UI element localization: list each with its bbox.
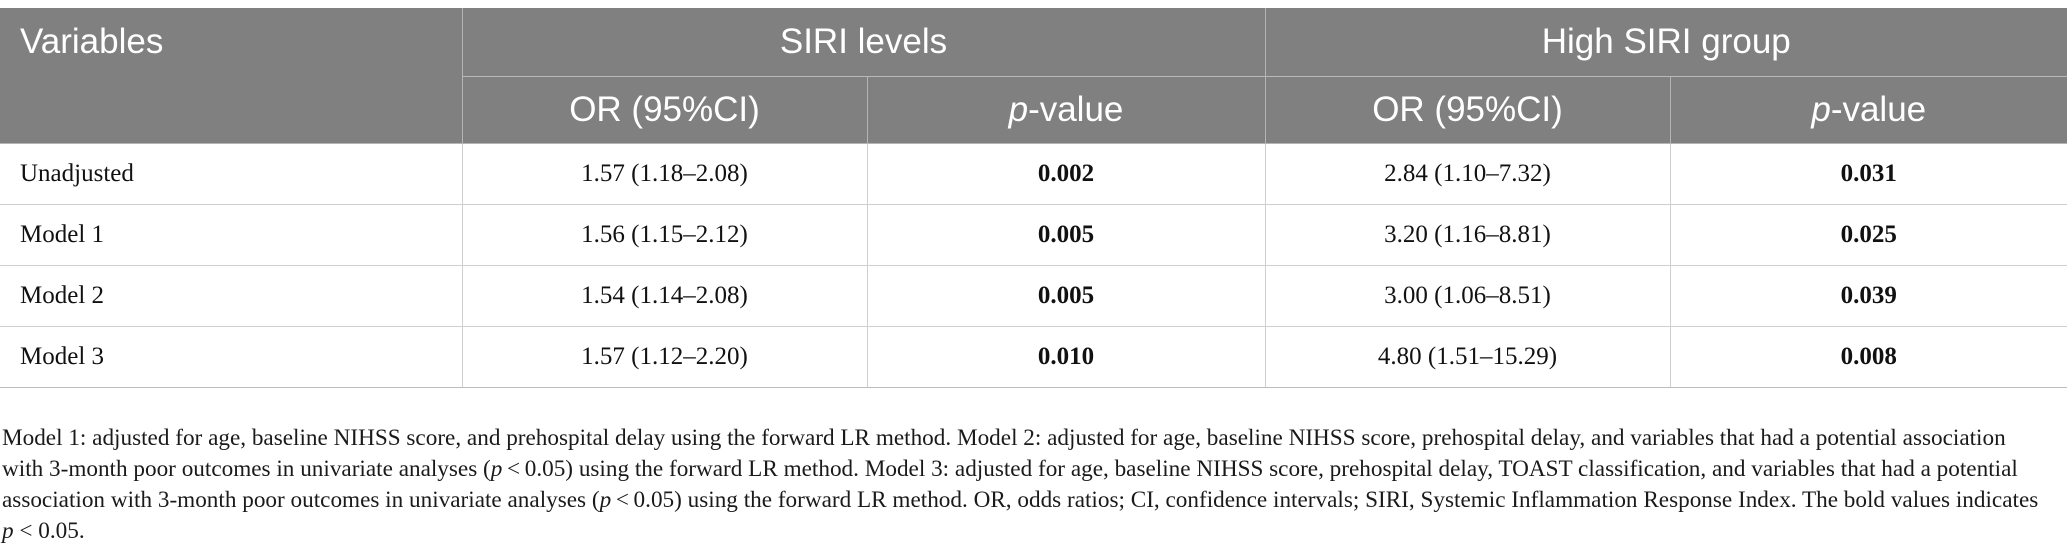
high-or-cell: 4.80 (1.51–15.29) [1264,326,1670,388]
high-p-cell: 0.031 [1669,143,2067,205]
results-table-container: Variables SIRI levels High SIRI group OR… [0,8,2067,388]
siri-or-cell: 1.54 (1.14–2.08) [461,265,867,327]
high-siri-group-header: High SIRI group [1264,8,2067,77]
table-row: Model 1 1.56 (1.15–2.12) 0.005 3.20 (1.1… [0,204,2067,266]
p-symbol: p [2,518,14,545]
high-or-cell: 3.20 (1.16–8.81) [1264,204,1670,266]
high-or-cell: 2.84 (1.10–7.32) [1264,143,1670,205]
siri-levels-header: SIRI levels [461,8,1265,77]
footnote-text: < 0.05) using the forward LR method. OR,… [611,487,2039,514]
table-header: Variables SIRI levels High SIRI group OR… [0,8,2067,144]
siri-p-cell: 0.010 [866,326,1265,388]
high-or-cell: 3.00 (1.06–8.51) [1264,265,1670,327]
high-p-cell: 0.008 [1669,326,2067,388]
siri-p-cell: 0.002 [866,143,1265,205]
siri-or-cell: 1.56 (1.15–2.12) [461,204,867,266]
table-row: Model 2 1.54 (1.14–2.08) 0.005 3.00 (1.0… [0,265,2067,327]
p-symbol: p [1008,90,1029,129]
high-p-header: p-value [1669,76,2067,144]
high-or-header: OR (95%CI) [1264,76,1670,144]
table-body: Unadjusted 1.57 (1.18–2.08) 0.002 2.84 (… [0,143,2067,388]
p-symbol: p [490,456,503,483]
row-label: Model 3 [0,326,462,388]
siri-p-header: p-value [866,76,1265,144]
siri-or-header: OR (95%CI) [461,76,867,144]
siri-p-cell: 0.005 [866,265,1265,327]
header-row-metrics: OR (95%CI) p-value OR (95%CI) p-value [0,76,2067,144]
row-label: Model 2 [0,265,462,327]
footnote-text: < 0.05) using the forward LR method. Mod… [2,456,2018,514]
high-p-cell: 0.039 [1669,265,2067,327]
table-row: Model 3 1.57 (1.12–2.20) 0.010 4.80 (1.5… [0,326,2067,388]
results-table: Variables SIRI levels High SIRI group OR… [0,8,2067,388]
row-label: Model 1 [0,204,462,266]
table-footnote: Model 1: adjusted for age, baseline NIHS… [2,423,2052,547]
variables-header: Variables [0,8,462,144]
table-row: Unadjusted 1.57 (1.18–2.08) 0.002 2.84 (… [0,143,2067,205]
p-suffix: -value [1830,90,1927,129]
siri-p-cell: 0.005 [866,204,1265,266]
footnote-text: Model 1: adjusted for age, baseline NIHS… [2,425,2006,483]
siri-or-cell: 1.57 (1.12–2.20) [461,326,867,388]
p-symbol: p [599,487,612,514]
row-label: Unadjusted [0,143,462,205]
footnote-text: < 0.05. [13,518,85,545]
siri-or-cell: 1.57 (1.18–2.08) [461,143,867,205]
p-suffix: -value [1028,90,1124,129]
high-p-cell: 0.025 [1669,204,2067,266]
header-row-groups: Variables SIRI levels High SIRI group [0,8,2067,144]
p-symbol: p [1811,90,1831,129]
